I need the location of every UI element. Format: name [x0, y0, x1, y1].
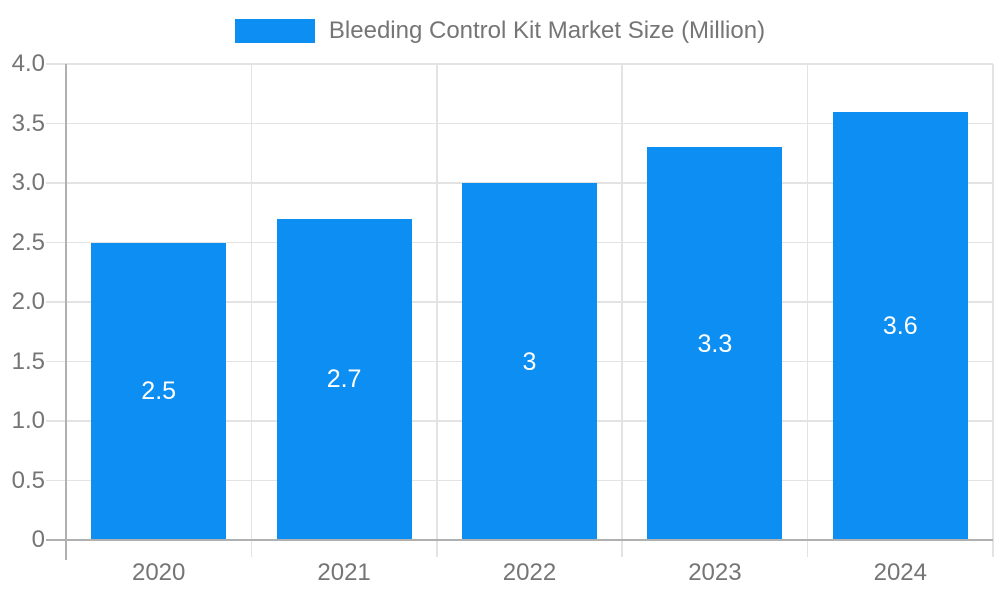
legend: Bleeding Control Kit Market Size (Millio…	[0, 17, 1000, 45]
y-axis-tick-label: 0.5	[11, 466, 45, 494]
v-gridline	[992, 64, 994, 557]
bar	[276, 218, 412, 540]
y-axis-tick-label: 2.0	[11, 288, 45, 315]
y-axis-tick-label: 3.0	[11, 169, 45, 196]
x-axis-tick-label: 2020	[131, 559, 186, 586]
v-gridline	[250, 64, 253, 557]
x-axis-baseline	[46, 539, 993, 541]
legend-swatch-icon	[234, 19, 315, 43]
h-gridline	[46, 63, 993, 65]
y-axis-tick-label: 3.5	[11, 109, 45, 137]
bar-value-label: 2.7	[326, 365, 362, 394]
v-gridline	[621, 64, 623, 557]
bar-value-label: 3.3	[697, 329, 733, 358]
x-axis-tick-label: 2024	[873, 559, 927, 586]
y-axis-tick-label: 0	[31, 526, 45, 553]
x-axis-tick-label: 2023	[688, 559, 742, 586]
bar	[832, 111, 968, 540]
bar-value-label: 3	[522, 347, 537, 376]
y-axis-line	[64, 64, 67, 560]
v-gridline	[436, 64, 438, 557]
y-axis-tick-label: 1.0	[11, 407, 45, 434]
x-axis-tick-label: 2021	[317, 559, 371, 586]
legend-label: Bleeding Control Kit Market Size (Millio…	[328, 17, 766, 44]
y-axis-tick-label: 1.5	[11, 347, 45, 375]
bar	[91, 242, 227, 540]
bar	[647, 147, 783, 540]
bar-value-label: 3.6	[882, 311, 918, 340]
bar-value-label: 2.5	[141, 377, 177, 406]
h-gridline	[46, 122, 993, 125]
v-gridline	[806, 64, 809, 557]
y-axis-tick-label: 2.5	[11, 228, 45, 256]
y-axis-tick-label: 4.0	[11, 50, 45, 77]
bar	[462, 183, 597, 540]
x-axis-tick-label: 2022	[502, 559, 557, 586]
